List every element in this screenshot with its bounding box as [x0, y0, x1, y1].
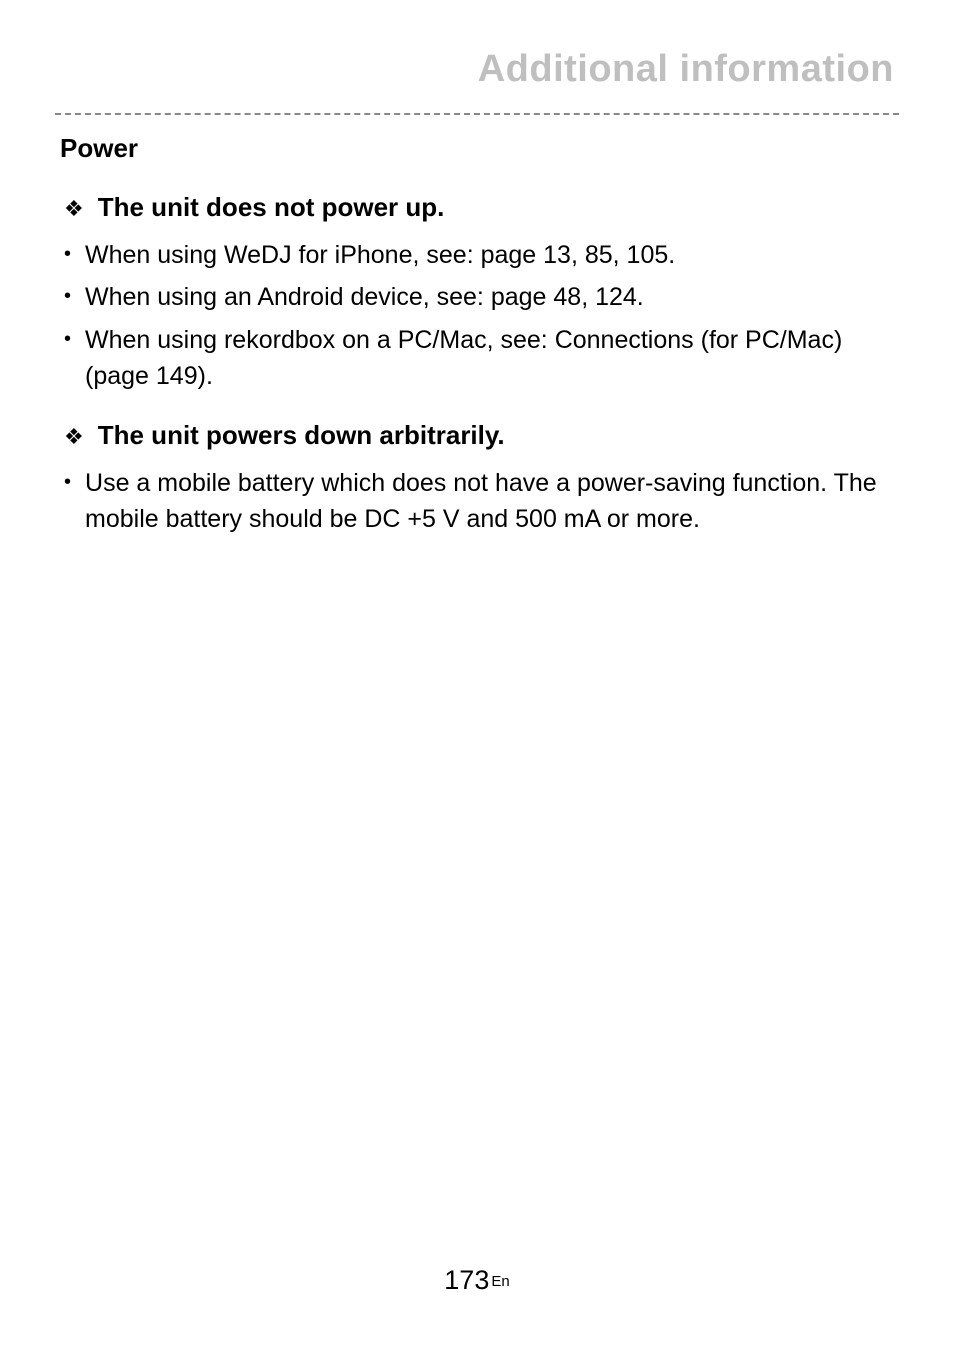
bullet-text: When using WeDJ for iPhone, see: page 13…	[85, 237, 894, 273]
topic-block: ❖ The unit does not power up. • When usi…	[60, 192, 894, 394]
sub-heading-text: The unit powers down arbitrarily.	[98, 420, 505, 451]
bullet-text: When using an Android device, see: page …	[85, 279, 894, 315]
sub-heading-text: The unit does not power up.	[98, 192, 445, 223]
bullet-icon: •	[64, 465, 71, 499]
page-number: 173	[444, 1265, 489, 1295]
diamond-icon: ❖	[64, 198, 84, 220]
sub-heading-row: ❖ The unit does not power up.	[60, 192, 894, 223]
bullet-text: Use a mobile battery which does not have…	[85, 465, 894, 538]
bullet-item: • When using an Android device, see: pag…	[60, 279, 894, 315]
divider-dashed	[55, 113, 899, 115]
bullet-item: • Use a mobile battery which does not ha…	[60, 465, 894, 538]
section-heading: Power	[60, 133, 894, 164]
page-header-title: Additional information	[60, 48, 894, 91]
bullet-item: • When using rekordbox on a PC/Mac, see:…	[60, 322, 894, 395]
sub-heading-row: ❖ The unit powers down arbitrarily.	[60, 420, 894, 451]
bullet-text: When using rekordbox on a PC/Mac, see: C…	[85, 322, 894, 395]
bullet-icon: •	[64, 237, 71, 271]
diamond-icon: ❖	[64, 426, 84, 448]
bullet-icon: •	[64, 322, 71, 356]
topic-block: ❖ The unit powers down arbitrarily. • Us…	[60, 420, 894, 538]
page-footer: 173En	[0, 1265, 954, 1296]
page-number-suffix: En	[491, 1273, 509, 1290]
bullet-item: • When using WeDJ for iPhone, see: page …	[60, 237, 894, 273]
bullet-icon: •	[64, 279, 71, 313]
